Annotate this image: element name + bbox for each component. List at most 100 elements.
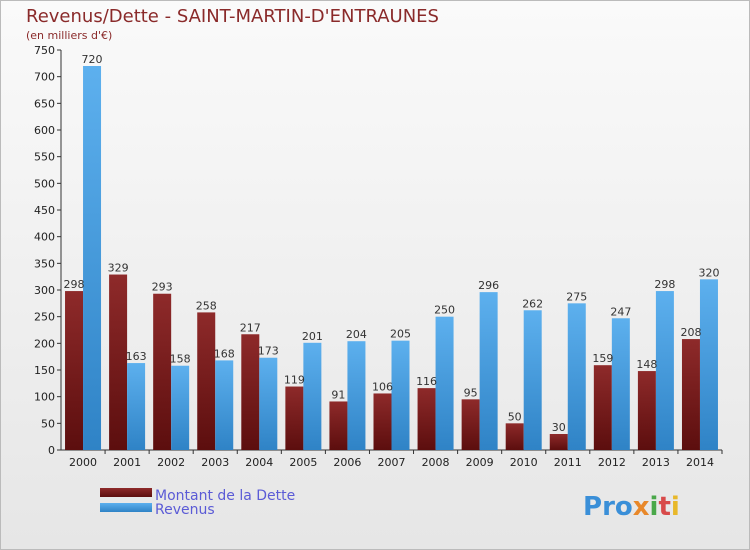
bar-dette bbox=[593, 365, 612, 450]
y-axis: 0 50 100 150 200 250 300 350 400 450 500 550 600 650 7… bbox=[34, 44, 62, 457]
bar-revenus bbox=[347, 341, 366, 450]
data-label: 320 bbox=[698, 266, 719, 279]
bar-dette bbox=[373, 393, 392, 450]
y-tick-label: 50 bbox=[41, 417, 55, 430]
data-labels: 298 720 329 163 293 158 258 168 217 173 119 201 91 20… bbox=[64, 53, 720, 434]
bar-revenus bbox=[479, 292, 498, 450]
bar-dette bbox=[681, 339, 700, 450]
bar-revenus bbox=[83, 66, 102, 450]
bar-revenus bbox=[391, 340, 410, 450]
y-tick-label: 250 bbox=[34, 311, 55, 324]
bar-revenus bbox=[171, 365, 190, 450]
x-tick-label: 2007 bbox=[378, 456, 406, 469]
legend-swatch-debt bbox=[100, 488, 152, 497]
bar-revenus bbox=[655, 291, 674, 450]
data-label: 217 bbox=[240, 321, 261, 334]
y-tick-label: 600 bbox=[34, 124, 55, 137]
bar-dette bbox=[109, 274, 128, 450]
data-label: 298 bbox=[654, 278, 675, 291]
bar-revenus bbox=[699, 279, 718, 450]
legend-label-debt: Montant de la Dette bbox=[155, 488, 295, 504]
y-tick-label: 300 bbox=[34, 284, 55, 297]
data-label: 262 bbox=[522, 297, 543, 310]
x-tick-label: 2002 bbox=[157, 456, 185, 469]
x-tick-label: 2004 bbox=[245, 456, 273, 469]
y-tick-label: 550 bbox=[34, 151, 55, 164]
bar-dette bbox=[241, 334, 260, 450]
bar-revenus bbox=[435, 316, 454, 450]
data-label: 119 bbox=[284, 374, 305, 387]
data-label: 298 bbox=[64, 278, 85, 291]
bar-dette bbox=[329, 401, 348, 450]
chart-subtitle: (en milliers d'€) bbox=[26, 29, 112, 42]
proxiti-logo: Proxiti bbox=[583, 492, 680, 522]
data-label: 204 bbox=[346, 328, 367, 341]
x-tick-label: 2000 bbox=[69, 456, 97, 469]
data-label: 201 bbox=[302, 330, 323, 343]
x-tick-label: 2009 bbox=[466, 456, 494, 469]
data-label: 293 bbox=[152, 281, 173, 294]
data-label: 275 bbox=[566, 290, 587, 303]
x-tick-label: 2005 bbox=[289, 456, 317, 469]
data-label: 159 bbox=[592, 352, 613, 365]
data-label: 247 bbox=[610, 305, 631, 318]
data-label: 329 bbox=[108, 262, 129, 275]
bar-revenus bbox=[215, 360, 234, 450]
legend-label-revenus: Revenus bbox=[155, 502, 215, 518]
bar-dette bbox=[505, 423, 524, 450]
y-tick-label: 450 bbox=[34, 204, 55, 217]
data-label: 296 bbox=[478, 279, 499, 292]
y-tick-label: 650 bbox=[34, 97, 55, 110]
data-label: 116 bbox=[416, 375, 437, 388]
legend: Montant de la Dette Revenus bbox=[100, 488, 295, 518]
proxiti-logo-text: Proxiti bbox=[583, 492, 680, 522]
data-label: 148 bbox=[636, 358, 657, 371]
data-label: 250 bbox=[434, 304, 455, 317]
data-label: 173 bbox=[258, 345, 279, 358]
x-tick-label: 2003 bbox=[201, 456, 229, 469]
y-tick-label: 750 bbox=[34, 44, 55, 57]
data-label: 720 bbox=[82, 53, 103, 66]
chart-title: Revenus/Dette - SAINT-MARTIN-D'ENTRAUNES bbox=[26, 6, 439, 27]
bar-revenus bbox=[127, 363, 146, 450]
bar-dette bbox=[637, 371, 656, 450]
bar-dette bbox=[549, 434, 568, 450]
y-tick-label: 500 bbox=[34, 177, 55, 190]
x-tick-label: 2014 bbox=[686, 456, 714, 469]
data-label: 95 bbox=[464, 386, 478, 399]
x-tick-label: 2008 bbox=[422, 456, 450, 469]
y-tick-label: 350 bbox=[34, 257, 55, 270]
y-tick-label: 400 bbox=[34, 231, 55, 244]
bar-dette bbox=[153, 293, 172, 450]
data-label: 258 bbox=[196, 299, 217, 312]
bar-revenus bbox=[567, 303, 586, 450]
data-label: 158 bbox=[170, 353, 191, 366]
y-tick-label: 100 bbox=[34, 391, 55, 404]
y-tick-label: 150 bbox=[34, 364, 55, 377]
data-label: 208 bbox=[680, 326, 701, 339]
x-tick-label: 2011 bbox=[554, 456, 582, 469]
data-label: 30 bbox=[552, 421, 566, 434]
y-tick-label: 200 bbox=[34, 337, 55, 350]
x-tick-label: 2012 bbox=[598, 456, 626, 469]
bar-revenus bbox=[259, 357, 278, 450]
data-label: 106 bbox=[372, 380, 393, 393]
bar-revenus bbox=[303, 342, 322, 450]
x-tick-label: 2013 bbox=[642, 456, 670, 469]
data-label: 50 bbox=[508, 410, 522, 423]
bar-revenus bbox=[523, 310, 542, 450]
bar-revenus bbox=[611, 318, 630, 450]
x-tick-label: 2001 bbox=[113, 456, 141, 469]
bar-dette bbox=[197, 312, 216, 450]
bar-dette bbox=[285, 386, 304, 450]
bars bbox=[65, 66, 718, 450]
legend-swatch-revenus bbox=[100, 503, 152, 512]
x-tick-label: 2006 bbox=[333, 456, 361, 469]
y-tick-label: 0 bbox=[48, 444, 55, 457]
y-tick-label: 700 bbox=[34, 71, 55, 84]
data-label: 168 bbox=[214, 347, 235, 360]
bar-dette bbox=[65, 291, 84, 450]
data-label: 91 bbox=[331, 388, 345, 401]
